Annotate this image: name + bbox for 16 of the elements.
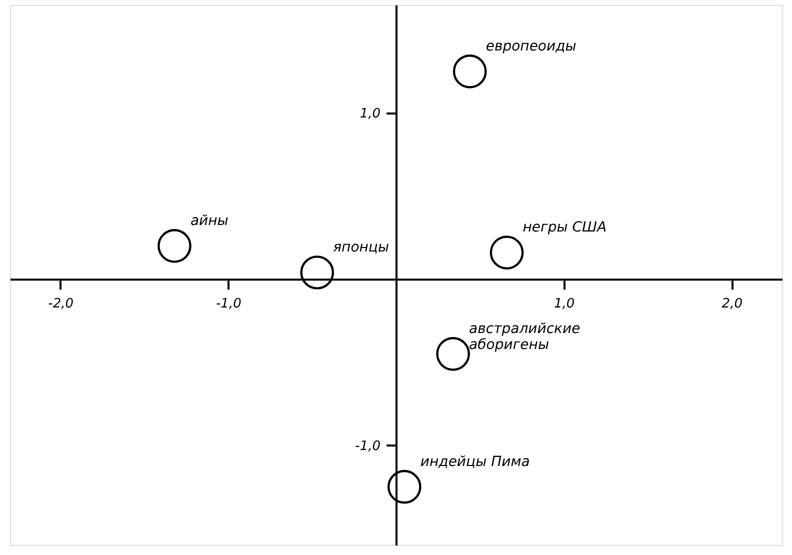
annotation: айны: [190, 212, 228, 229]
point: [300, 256, 334, 290]
x-tick-label: -2,0: [48, 296, 74, 312]
point: [158, 229, 192, 263]
point: [490, 236, 524, 270]
annotation: японцы: [333, 240, 390, 256]
annotation: негры США: [522, 220, 607, 236]
x-tick-label: -1,0: [216, 296, 242, 312]
annotation: европеоиды: [486, 38, 576, 54]
annotation: австралийские аборигены: [469, 320, 580, 353]
point: [436, 337, 470, 371]
point: [452, 54, 487, 88]
x-tick-label: 1,0: [554, 296, 575, 312]
annotation: индейцы Пима: [420, 454, 530, 470]
x-tick-label: 2,0: [722, 296, 742, 312]
point: [387, 470, 422, 504]
